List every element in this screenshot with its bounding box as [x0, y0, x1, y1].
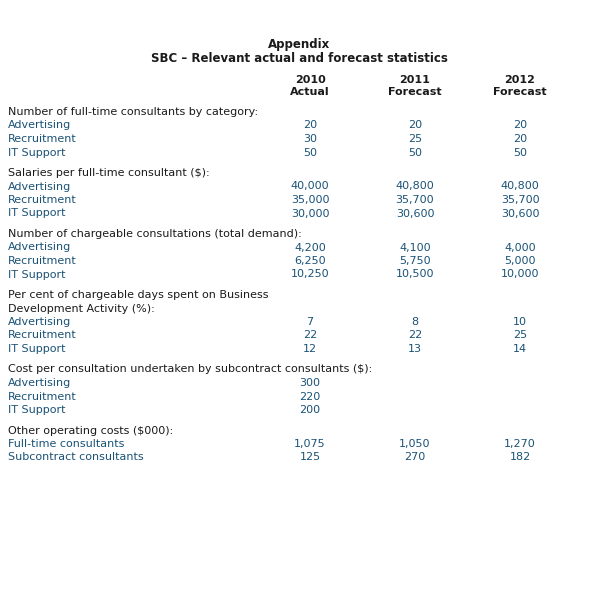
Text: 1,075: 1,075 — [294, 439, 326, 449]
Text: Recruitment: Recruitment — [8, 256, 77, 266]
Text: 35,700: 35,700 — [501, 195, 539, 205]
Text: 40,800: 40,800 — [396, 182, 434, 192]
Text: 50: 50 — [303, 148, 317, 158]
Text: Development Activity (%):: Development Activity (%): — [8, 303, 155, 313]
Text: 5,750: 5,750 — [399, 256, 431, 266]
Text: IT Support: IT Support — [8, 208, 66, 218]
Text: 35,700: 35,700 — [396, 195, 434, 205]
Text: 14: 14 — [513, 344, 527, 354]
Text: Number of full-time consultants by category:: Number of full-time consultants by categ… — [8, 107, 258, 117]
Text: IT Support: IT Support — [8, 270, 66, 280]
Text: 50: 50 — [408, 148, 422, 158]
Text: 125: 125 — [300, 453, 321, 463]
Text: Cost per consultation undertaken by subcontract consultants ($):: Cost per consultation undertaken by subc… — [8, 365, 372, 375]
Text: Advertising: Advertising — [8, 378, 71, 388]
Text: 10,500: 10,500 — [396, 270, 434, 280]
Text: 2010: 2010 — [295, 75, 325, 85]
Text: 30: 30 — [303, 134, 317, 144]
Text: 182: 182 — [509, 453, 530, 463]
Text: IT Support: IT Support — [8, 148, 66, 158]
Text: Recruitment: Recruitment — [8, 392, 77, 402]
Text: 200: 200 — [300, 405, 321, 415]
Text: Appendix: Appendix — [268, 38, 330, 51]
Text: Advertising: Advertising — [8, 242, 71, 253]
Text: 10,000: 10,000 — [501, 270, 539, 280]
Text: Actual: Actual — [290, 87, 330, 97]
Text: 12: 12 — [303, 344, 317, 354]
Text: 2011: 2011 — [399, 75, 431, 85]
Text: 13: 13 — [408, 344, 422, 354]
Text: 25: 25 — [408, 134, 422, 144]
Text: 30,600: 30,600 — [396, 208, 434, 218]
Text: 50: 50 — [513, 148, 527, 158]
Text: 25: 25 — [513, 330, 527, 340]
Text: Other operating costs ($000):: Other operating costs ($000): — [8, 425, 173, 435]
Text: 1,050: 1,050 — [399, 439, 431, 449]
Text: 1,270: 1,270 — [504, 439, 536, 449]
Text: 300: 300 — [300, 378, 321, 388]
Text: 40,800: 40,800 — [501, 182, 539, 192]
Text: Recruitment: Recruitment — [8, 195, 77, 205]
Text: IT Support: IT Support — [8, 344, 66, 354]
Text: 20: 20 — [408, 120, 422, 130]
Text: 4,100: 4,100 — [399, 242, 431, 253]
Text: Forecast: Forecast — [388, 87, 442, 97]
Text: Recruitment: Recruitment — [8, 134, 77, 144]
Text: 35,000: 35,000 — [291, 195, 329, 205]
Text: 220: 220 — [300, 392, 321, 402]
Text: 20: 20 — [513, 134, 527, 144]
Text: Per cent of chargeable days spent on Business: Per cent of chargeable days spent on Bus… — [8, 290, 269, 300]
Text: Number of chargeable consultations (total demand):: Number of chargeable consultations (tota… — [8, 229, 302, 239]
Text: Advertising: Advertising — [8, 317, 71, 327]
Text: 5,000: 5,000 — [504, 256, 536, 266]
Text: 6,250: 6,250 — [294, 256, 326, 266]
Text: Recruitment: Recruitment — [8, 330, 77, 340]
Text: 20: 20 — [513, 120, 527, 130]
Text: 2012: 2012 — [505, 75, 535, 85]
Text: 4,200: 4,200 — [294, 242, 326, 253]
Text: Subcontract consultants: Subcontract consultants — [8, 453, 144, 463]
Text: IT Support: IT Support — [8, 405, 66, 415]
Text: 30,000: 30,000 — [291, 208, 329, 218]
Text: Full-time consultants: Full-time consultants — [8, 439, 124, 449]
Text: 8: 8 — [411, 317, 419, 327]
Text: 10,250: 10,250 — [291, 270, 329, 280]
Text: Advertising: Advertising — [8, 182, 71, 192]
Text: 4,000: 4,000 — [504, 242, 536, 253]
Text: 30,600: 30,600 — [501, 208, 539, 218]
Text: Advertising: Advertising — [8, 120, 71, 130]
Text: 10: 10 — [513, 317, 527, 327]
Text: Forecast: Forecast — [493, 87, 547, 97]
Text: SBC – Relevant actual and forecast statistics: SBC – Relevant actual and forecast stati… — [151, 52, 447, 65]
Text: 20: 20 — [303, 120, 317, 130]
Text: 22: 22 — [303, 330, 317, 340]
Text: 22: 22 — [408, 330, 422, 340]
Text: 7: 7 — [306, 317, 313, 327]
Text: 270: 270 — [404, 453, 426, 463]
Text: Salaries per full-time consultant ($):: Salaries per full-time consultant ($): — [8, 168, 210, 178]
Text: 40,000: 40,000 — [291, 182, 329, 192]
